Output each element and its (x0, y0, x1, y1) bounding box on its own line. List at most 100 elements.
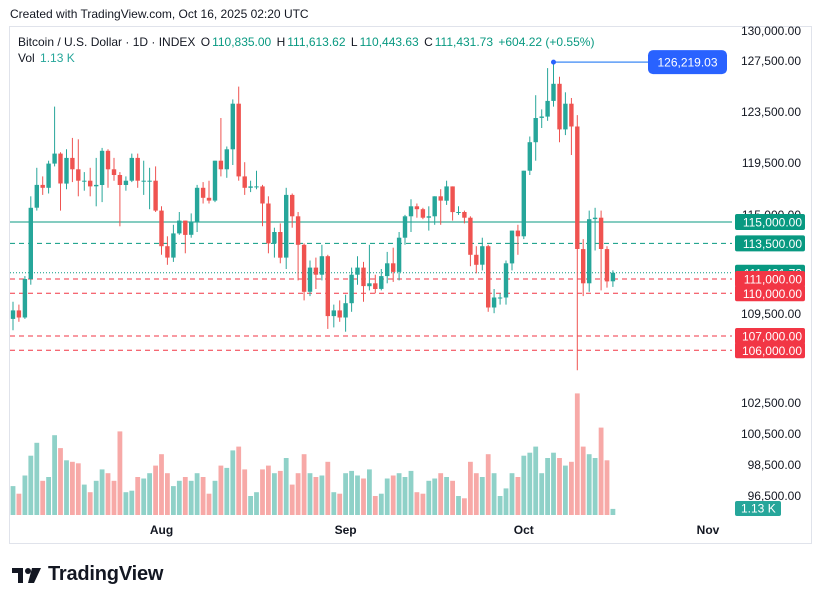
candle-body (153, 180, 158, 211)
candle-body (503, 263, 509, 298)
volume-bar (218, 465, 224, 515)
price-level-badge-label: 107,000.00 (742, 330, 802, 344)
candle-body (266, 203, 271, 244)
volume-bar (574, 393, 580, 515)
price-tick-label: 127,500.00 (741, 54, 801, 68)
candle-body (94, 184, 99, 187)
candle-body (242, 176, 247, 188)
candle-body (212, 160, 218, 201)
time-tick-label: Sep (335, 523, 357, 537)
volume-bar (123, 492, 129, 515)
volume-bar (438, 473, 444, 515)
volume-bar (402, 477, 408, 515)
candle-body (587, 219, 592, 284)
volume-bar (111, 480, 117, 515)
volume-bar (372, 496, 378, 515)
candle-body (521, 170, 526, 237)
volume-bar (129, 490, 135, 515)
volume-bar (236, 446, 242, 515)
volume-bar (610, 508, 616, 515)
candle-body (177, 220, 182, 234)
volume-bar (64, 460, 69, 515)
volume-bar (295, 473, 301, 515)
volume-bar (40, 480, 46, 515)
volume-bar (165, 473, 170, 515)
open-label: O (200, 35, 211, 49)
volume-legend: Vol 1.13 K (18, 51, 77, 65)
candle-body (450, 186, 455, 213)
volume-bar (384, 478, 390, 515)
volume-bar (432, 478, 438, 515)
volume-badge-label: 1.13 K (741, 502, 776, 516)
candle-body (194, 187, 200, 222)
candle-body (367, 283, 372, 287)
volume-bar (266, 465, 271, 515)
volume-bar (81, 484, 87, 515)
volume-bar (194, 473, 200, 515)
candle-body (290, 194, 295, 217)
volume-bar (99, 469, 105, 515)
candle-body (438, 196, 443, 201)
volume-bar (254, 492, 259, 515)
candle-body (575, 126, 580, 249)
candle-body (230, 103, 235, 150)
volume-bar (468, 461, 473, 515)
volume-bar (456, 496, 461, 515)
volume-bar (563, 465, 568, 515)
low-label: L (350, 35, 358, 49)
candle-body (40, 184, 45, 188)
candle-body (99, 150, 105, 185)
volume-bar (176, 480, 182, 515)
candle-body (218, 160, 224, 170)
tradingview-logo[interactable]: TradingView (12, 563, 163, 586)
candle-body (295, 216, 301, 245)
candle-body (260, 186, 265, 204)
volume-bar (396, 473, 402, 515)
candle-body (355, 267, 360, 275)
candle-body (581, 249, 586, 284)
volume-bar (515, 477, 521, 515)
volume-bar (87, 492, 93, 515)
candle-body (16, 310, 22, 318)
volume-bar (313, 477, 319, 515)
candle-body (402, 216, 408, 238)
volume-bar (224, 467, 230, 515)
volume-bar (521, 455, 527, 515)
price-tick-label: 98,500.00 (748, 458, 802, 472)
candle-body (379, 276, 384, 289)
time-tick-label: Oct (514, 523, 534, 537)
candle-body (64, 157, 69, 184)
tradingview-logo-icon (12, 567, 41, 583)
candle-body (200, 187, 206, 198)
volume-bar (212, 480, 218, 515)
symbol-title: Bitcoin / U.S. Dollar · 1D · INDEX (18, 35, 196, 49)
price-level-badge (735, 328, 805, 344)
volume-bar (533, 446, 539, 515)
candle-body (58, 153, 63, 184)
volume-bar (557, 458, 562, 515)
high-annotation: 126,219.03 (551, 50, 727, 75)
candle-body (82, 180, 87, 182)
volume-value: 1.13 K (40, 51, 75, 65)
price-level-badge-label: 113,500.00 (743, 237, 802, 251)
volume-bar (426, 480, 432, 515)
volume-bar (230, 450, 236, 515)
candle-body (325, 256, 330, 317)
candle-body (456, 212, 461, 213)
price-level-badge-label: 111,000.00 (744, 273, 803, 287)
candle-body (278, 232, 283, 258)
volume-bar (319, 475, 325, 515)
candle-body (420, 209, 426, 218)
volume-bar (545, 458, 550, 515)
volume-bar (153, 465, 158, 515)
price-level-badge (735, 214, 805, 230)
time-tick-label: Nov (697, 523, 720, 537)
volume-bar (260, 469, 265, 515)
volume-bar (586, 454, 592, 515)
price-level-badge (735, 342, 805, 359)
candles (10, 62, 616, 371)
price-tick-label: 119,500.00 (742, 156, 801, 170)
price-level-badge-label: 106,000.00 (742, 344, 802, 358)
high-value: 111,613.62 (287, 35, 346, 49)
